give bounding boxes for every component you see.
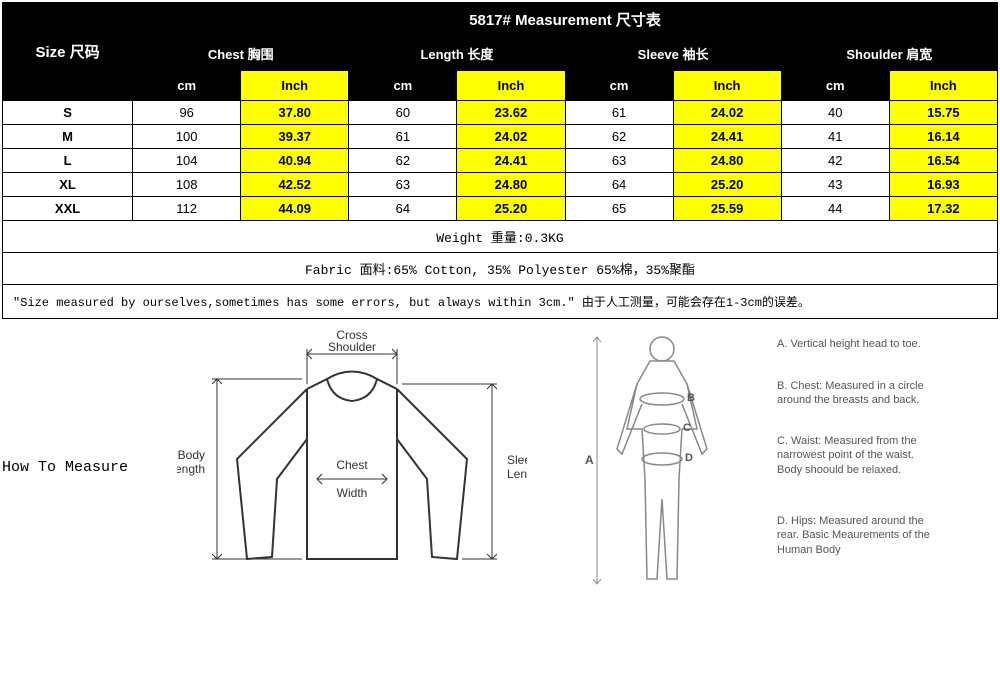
shoulder-in: 16.54: [889, 149, 997, 173]
svg-text:Length: Length: [507, 467, 527, 481]
col-shoulder: Shoulder 肩宽: [781, 37, 997, 71]
length-cm: 63: [349, 173, 457, 197]
col-chest: Chest 胸围: [133, 37, 349, 71]
sleeve-in: 25.59: [673, 197, 781, 221]
length-in: 24.80: [457, 173, 565, 197]
shoulder-in: 17.32: [889, 197, 997, 221]
how-to-measure-section: How To Measure: [2, 329, 998, 609]
chest-cm: 100: [133, 125, 241, 149]
sleeve-cm: 61: [565, 101, 673, 125]
length-cm: 64: [349, 197, 457, 221]
unit-in: Inch: [889, 71, 997, 101]
sleeve-in: 24.02: [673, 101, 781, 125]
unit-in: Inch: [241, 71, 349, 101]
sleeve-cm: 64: [565, 173, 673, 197]
table-row: L10440.946224.416324.804216.54: [3, 149, 998, 173]
body-label-c: C. Waist: Measured from the narrowest po…: [777, 434, 937, 477]
length-in: 24.41: [457, 149, 565, 173]
chest-in: 39.37: [241, 125, 349, 149]
length-in: 25.20: [457, 197, 565, 221]
size-cell: M: [3, 125, 133, 149]
size-cell: XL: [3, 173, 133, 197]
weight-info: Weight 重量:0.3KG: [3, 221, 998, 253]
svg-text:Sleeve: Sleeve: [507, 453, 527, 467]
sleeve-cm: 62: [565, 125, 673, 149]
chest-cm: 96: [133, 101, 241, 125]
body-label-a: A. Vertical height head to toe.: [777, 337, 937, 351]
svg-text:Shoulder: Shoulder: [328, 340, 376, 354]
table-row: S9637.806023.626124.024015.75: [3, 101, 998, 125]
measurement-note: "Size measured by ourselves,sometimes ha…: [3, 285, 998, 319]
svg-text:C: C: [683, 422, 691, 434]
size-cell: XXL: [3, 197, 133, 221]
svg-text:Chest: Chest: [336, 458, 368, 472]
shoulder-cm: 44: [781, 197, 889, 221]
sleeve-cm: 63: [565, 149, 673, 173]
shoulder-in: 16.93: [889, 173, 997, 197]
body-label-b: B. Chest: Measured in a circle around th…: [777, 379, 937, 408]
chest-in: 37.80: [241, 101, 349, 125]
svg-text:Length: Length: [177, 462, 205, 476]
chest-cm: 112: [133, 197, 241, 221]
size-cell: S: [3, 101, 133, 125]
sleeve-in: 24.80: [673, 149, 781, 173]
col-length: Length 长度: [349, 37, 565, 71]
chest-in: 42.52: [241, 173, 349, 197]
sleeve-in: 25.20: [673, 173, 781, 197]
length-in: 23.62: [457, 101, 565, 125]
unit-in: Inch: [673, 71, 781, 101]
garment-diagram: Cross Shoulder Body Length Chest Width S…: [177, 329, 527, 609]
sleeve-cm: 65: [565, 197, 673, 221]
fabric-info: Fabric 面料:65% Cotton, 35% Polyester 65%棉…: [3, 253, 998, 285]
unit-cm: cm: [781, 71, 889, 101]
shoulder-cm: 42: [781, 149, 889, 173]
chest-in: 44.09: [241, 197, 349, 221]
body-label-d: D. Hips: Measured around the rear. Basic…: [777, 514, 937, 557]
svg-text:D: D: [685, 452, 693, 464]
col-sleeve: Sleeve 袖长: [565, 37, 781, 71]
size-cell: L: [3, 149, 133, 173]
howto-label: How To Measure: [2, 329, 177, 476]
shoulder-cm: 40: [781, 101, 889, 125]
unit-cm: cm: [349, 71, 457, 101]
table-row: XXL11244.096425.206525.594417.32: [3, 197, 998, 221]
length-in: 24.02: [457, 125, 565, 149]
shoulder-cm: 43: [781, 173, 889, 197]
table-title: 5817# Measurement 尺寸表: [133, 3, 998, 37]
table-row: M10039.376124.026224.414116.14: [3, 125, 998, 149]
unit-cm: cm: [565, 71, 673, 101]
length-cm: 61: [349, 125, 457, 149]
body-diagram: A B C D A. Vertical height head to toe. …: [527, 329, 957, 609]
sleeve-in: 24.41: [673, 125, 781, 149]
measurement-table: Size 尺码 5817# Measurement 尺寸表 Chest 胸围 L…: [2, 2, 998, 319]
svg-text:A: A: [585, 453, 594, 467]
svg-text:Width: Width: [337, 486, 368, 500]
length-cm: 62: [349, 149, 457, 173]
svg-text:B: B: [687, 392, 695, 404]
shoulder-in: 16.14: [889, 125, 997, 149]
chest-cm: 104: [133, 149, 241, 173]
table-row: XL10842.526324.806425.204316.93: [3, 173, 998, 197]
size-header: Size 尺码: [3, 3, 133, 101]
shoulder-in: 15.75: [889, 101, 997, 125]
svg-text:Body: Body: [178, 448, 205, 462]
length-cm: 60: [349, 101, 457, 125]
unit-cm: cm: [133, 71, 241, 101]
shoulder-cm: 41: [781, 125, 889, 149]
unit-in: Inch: [457, 71, 565, 101]
chest-cm: 108: [133, 173, 241, 197]
chest-in: 40.94: [241, 149, 349, 173]
